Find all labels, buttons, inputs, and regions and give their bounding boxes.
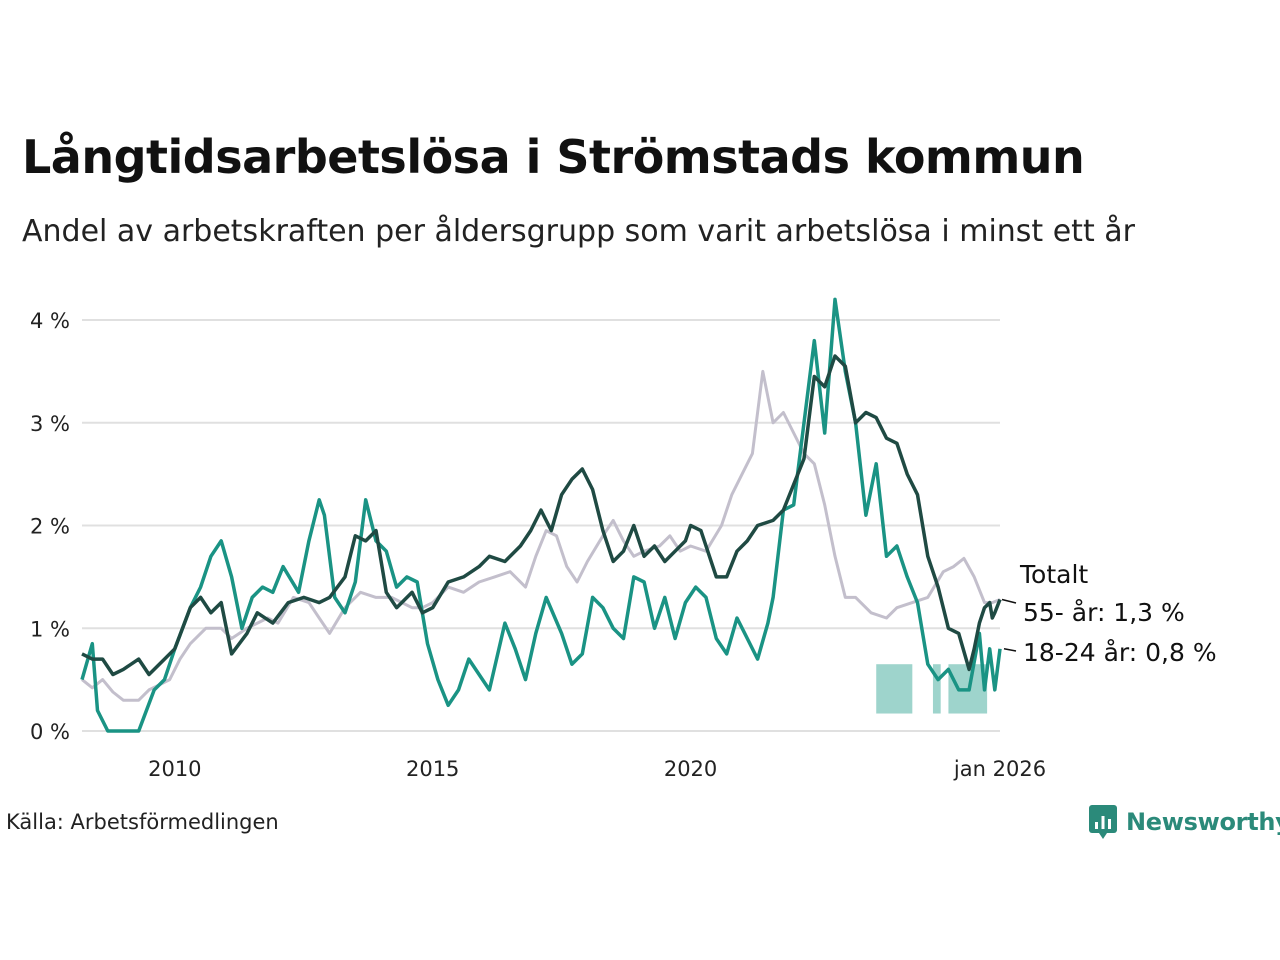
y-axis: 0 % 1 % 2 % 3 % 4 % <box>30 309 70 744</box>
x-tick-label: 2015 <box>406 757 459 781</box>
series-line-age55 <box>81 354 1002 677</box>
series-labels: Totalt 55- år: 1,3 % 18-24 år: 0,8 % <box>1001 560 1217 667</box>
x-tick-label: 2010 <box>148 757 201 781</box>
source-note: Källa: Arbetsförmedlingen <box>6 810 279 834</box>
y-tick-label: 2 % <box>30 515 70 539</box>
label-age55: 55- år: 1,3 % <box>1023 598 1185 627</box>
newsworthy-logo-icon <box>1089 805 1117 839</box>
x-tick-label: jan 2026 <box>953 757 1046 781</box>
label-connector <box>1003 648 1017 652</box>
label-connector <box>1001 598 1017 604</box>
y-tick-label: 1 % <box>30 617 70 641</box>
label-total: Totalt <box>1019 560 1088 589</box>
y-tick-label: 3 % <box>30 412 70 436</box>
band-segment <box>932 664 941 714</box>
x-tick-label: 2020 <box>664 757 717 781</box>
y-tick-label: 0 % <box>30 720 70 744</box>
x-axis: 2010 2015 2020 jan 2026 <box>148 757 1046 781</box>
newsworthy-logo-text: Newsworthy <box>1126 808 1280 836</box>
grid-lines <box>82 319 1000 732</box>
y-tick-label: 4 % <box>30 309 70 333</box>
series-line-age18_24 <box>80 297 1002 733</box>
label-age18-24: 18-24 år: 0,8 % <box>1023 638 1217 667</box>
newsworthy-logo[interactable]: Newsworthy <box>1088 804 1280 840</box>
chart-subtitle: Andel av arbetskraften per åldersgrupp s… <box>22 214 1135 249</box>
series-line-total <box>81 369 1001 702</box>
chart-title: Långtidsarbetslösa i Strömstads kommun <box>22 130 1085 184</box>
band-segment <box>876 664 913 714</box>
series-lines <box>80 297 1002 733</box>
